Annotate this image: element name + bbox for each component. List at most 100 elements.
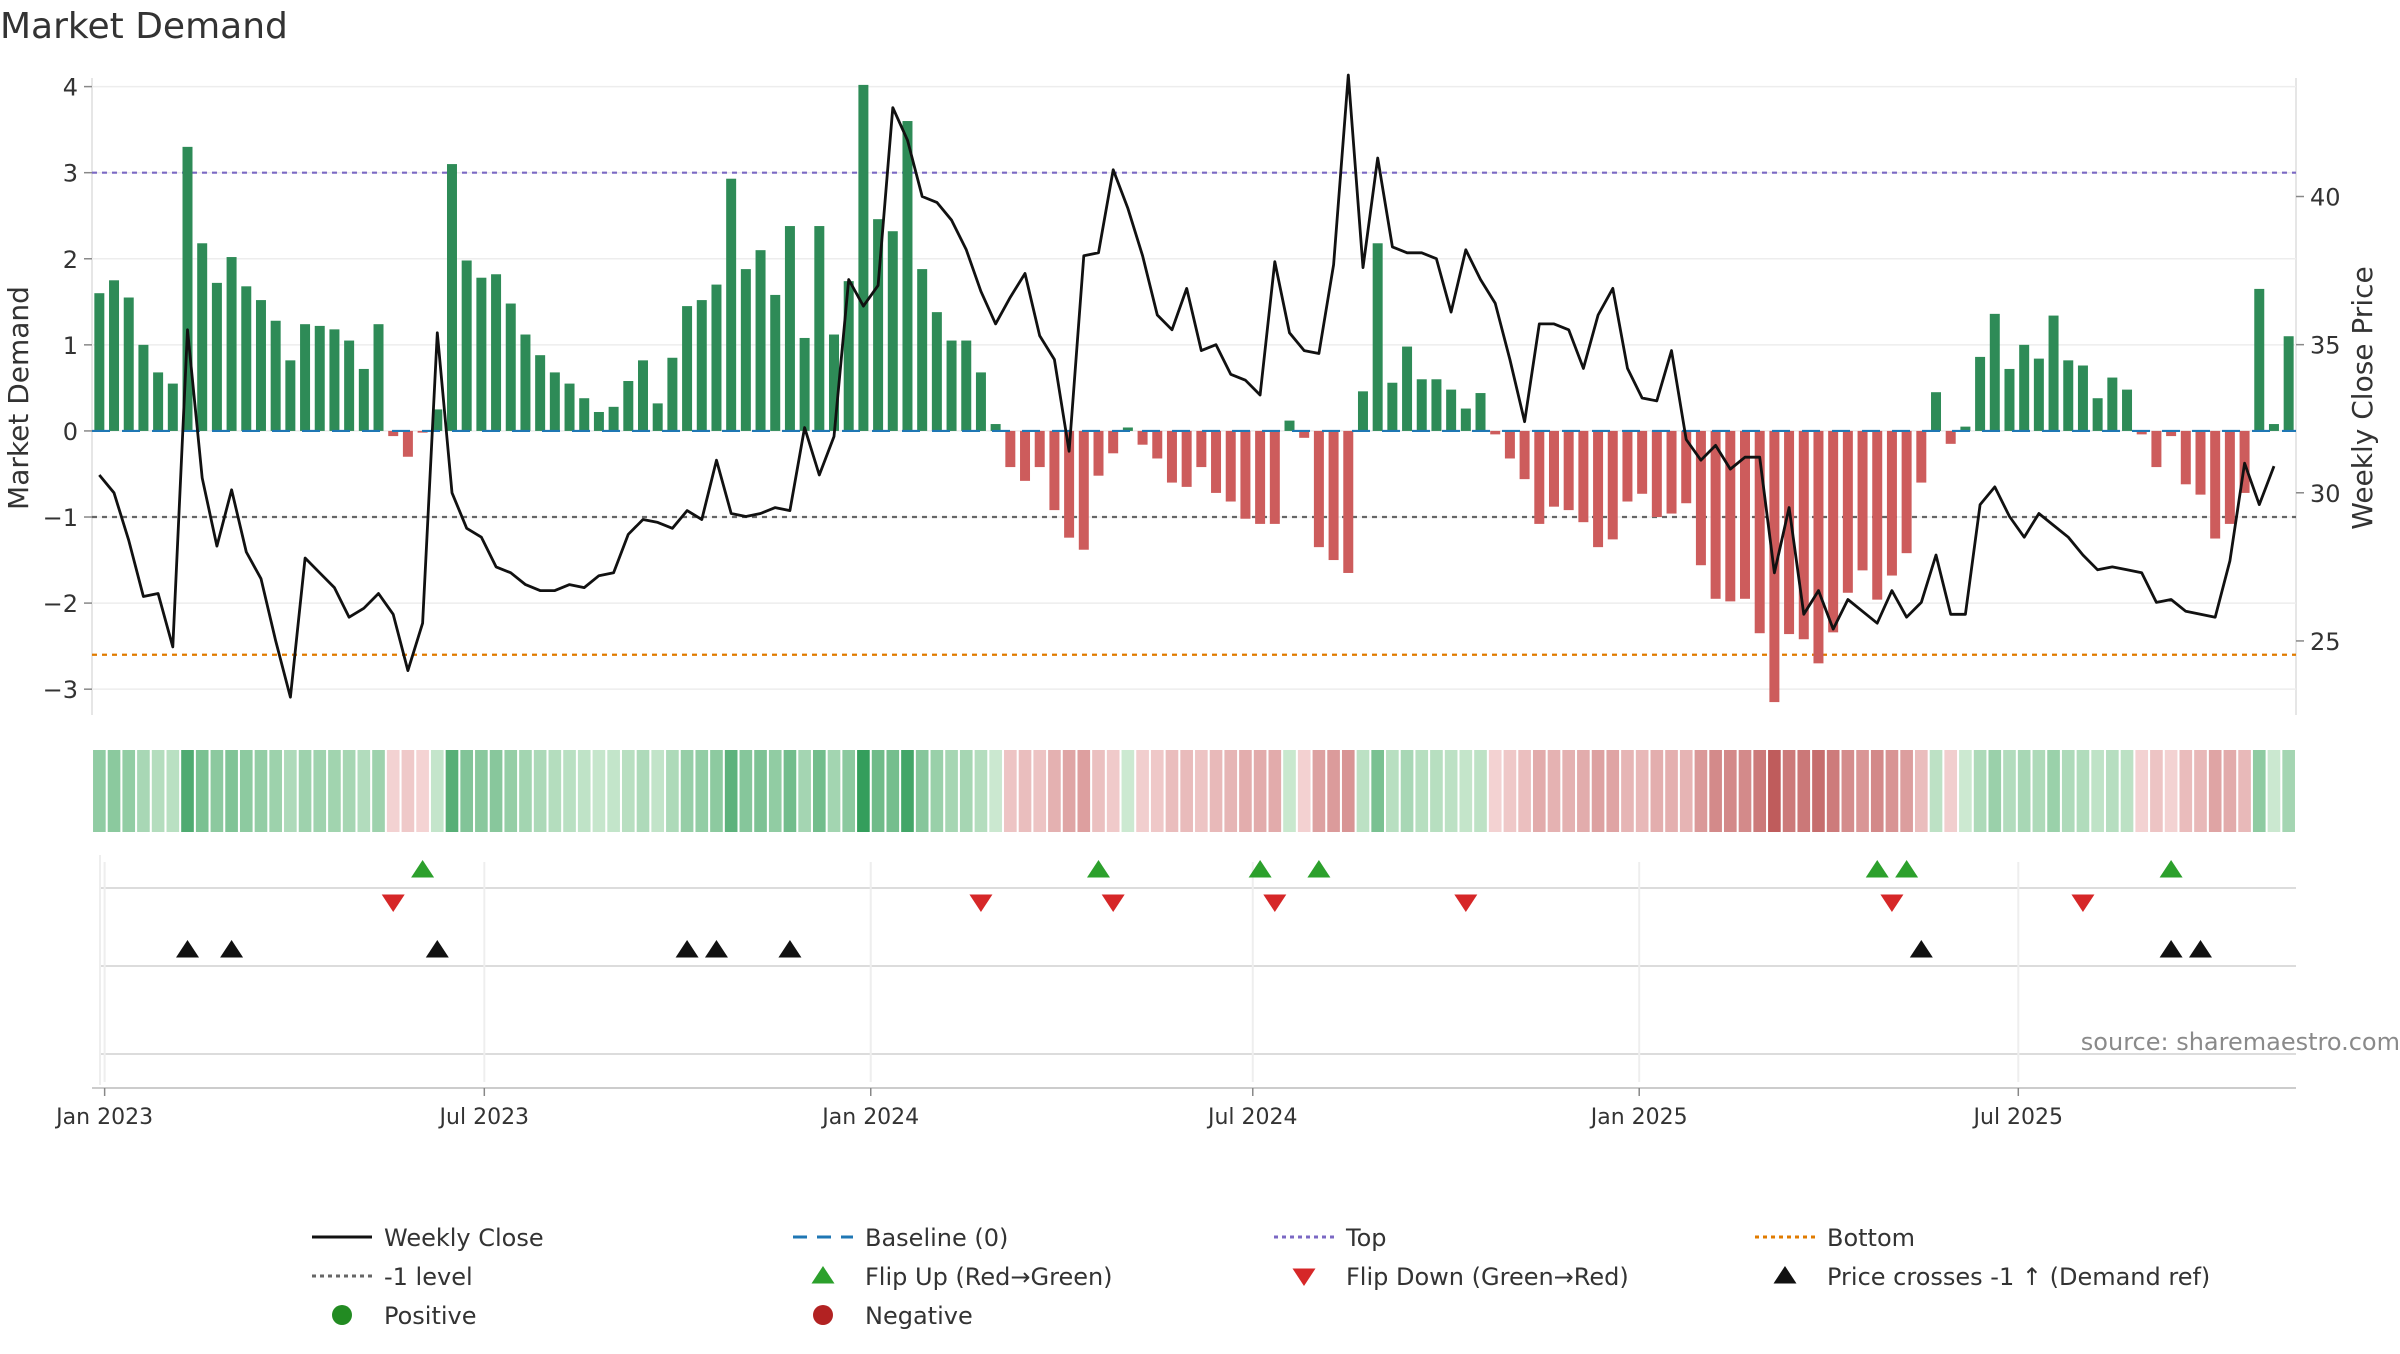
heat-cell [430,750,444,832]
heat-cell [1341,750,1355,832]
flip-up-marker [2159,860,2183,878]
demand-bar [1122,427,1133,431]
heat-cell [1283,750,1296,832]
heat-cell [1224,750,1238,832]
heat-cell [1459,750,1473,832]
flip-down-marker [969,894,993,912]
heat-cell [621,750,635,832]
heat-cell [2267,750,2281,832]
heat-cell [1077,750,1091,832]
heat-cell [2179,750,2193,832]
demand-bar [2180,430,2191,485]
heat-cell [1959,750,1972,832]
demand-bar [2077,365,2088,431]
heat-cell [1547,750,1561,832]
demand-bar [344,340,355,431]
demand-bar [241,286,252,431]
heat-cell [489,750,503,832]
demand-bar [696,300,707,431]
heat-cell [666,750,679,832]
heat-cell [959,750,973,832]
signal-panels [92,855,2296,1089]
heat-cell [1915,750,1928,832]
demand-bar [1005,430,1016,468]
heat-cell [930,750,944,832]
flip-down-marker [1101,894,1125,912]
demand-bar [1637,430,1648,494]
heat-cell [1474,750,1487,832]
demand-bar [2224,430,2235,524]
legend-label-2: Top [1345,1224,1387,1252]
x-tick-label-4: Jan 2025 [1589,1105,1688,1130]
heat-cell [254,750,268,832]
flip-down-marker [1880,894,1904,912]
heat-cell [1180,750,1193,832]
heat-cell [284,750,297,832]
demand-bar [505,303,516,431]
demand-bar [2004,368,2015,431]
left-tick-label-3: 1 [63,332,78,360]
heat-cell [915,750,929,832]
heat-cell [1121,750,1135,832]
signal-markers [176,860,2212,958]
demand-bar [1490,430,1501,435]
demand-bar [373,324,384,431]
demand-bar [1343,430,1354,573]
demand-bar [2107,377,2118,431]
price-cross-marker [778,940,802,958]
heat-cell [1591,750,1605,832]
heat-cell [871,750,885,832]
demand-bar [1872,430,1883,600]
flip-up-marker [1865,860,1889,878]
demand-bar [2136,430,2147,435]
demand-bar [1137,430,1148,445]
heat-cell [269,750,282,832]
demand-bar [2151,430,2162,468]
heat-cell [2003,750,2016,832]
legend-label-3: Bottom [1827,1224,1915,1252]
legend-swatch-7 [1773,1266,1797,1284]
heat-cell [857,750,870,832]
x-tick-label-3: Jul 2024 [1206,1105,1298,1130]
heat-cell [2032,750,2046,832]
legend-label-9: Negative [865,1302,973,1330]
heat-cell [1048,750,1061,832]
demand-bar [1563,430,1574,511]
heat-cell [1165,750,1179,832]
demand-bar [1740,430,1750,599]
demand-bar [1093,430,1104,476]
right-tick-label-2: 30 [2310,480,2341,508]
heat-cell [386,750,400,832]
demand-bar [2048,315,2059,431]
demand-bar [461,260,472,431]
x-tick-label-1: Jul 2023 [438,1105,530,1130]
heat-cell [1723,750,1737,832]
left-tick-label-1: 3 [63,160,78,188]
demand-bar [1548,430,1559,507]
demand-bar [652,403,663,431]
demand-bar [2092,398,2103,431]
demand-bar [770,294,781,431]
demand-bar [197,243,208,431]
heat-cell [504,750,518,832]
demand-bar [270,320,281,431]
demand-bar [123,297,134,431]
legend-swatch-6 [1292,1268,1316,1286]
demand-bar [1578,430,1589,523]
heat-cell [1033,750,1047,832]
heat-cell [475,750,488,832]
heat-cell [592,750,606,832]
demand-bar [388,430,399,437]
heat-cell [710,750,723,832]
heat-cell [1430,750,1443,832]
price-cross-marker [704,940,728,958]
demand-bar [1534,430,1545,524]
heat-cell [1327,750,1340,832]
demand-bar [2283,336,2294,431]
heat-cell [1150,750,1164,832]
flip-up-marker [1086,860,1110,878]
heat-cell [680,750,694,832]
demand-bar [1989,313,2000,431]
demand-bar [1828,430,1839,633]
heat-cell [1650,750,1664,832]
